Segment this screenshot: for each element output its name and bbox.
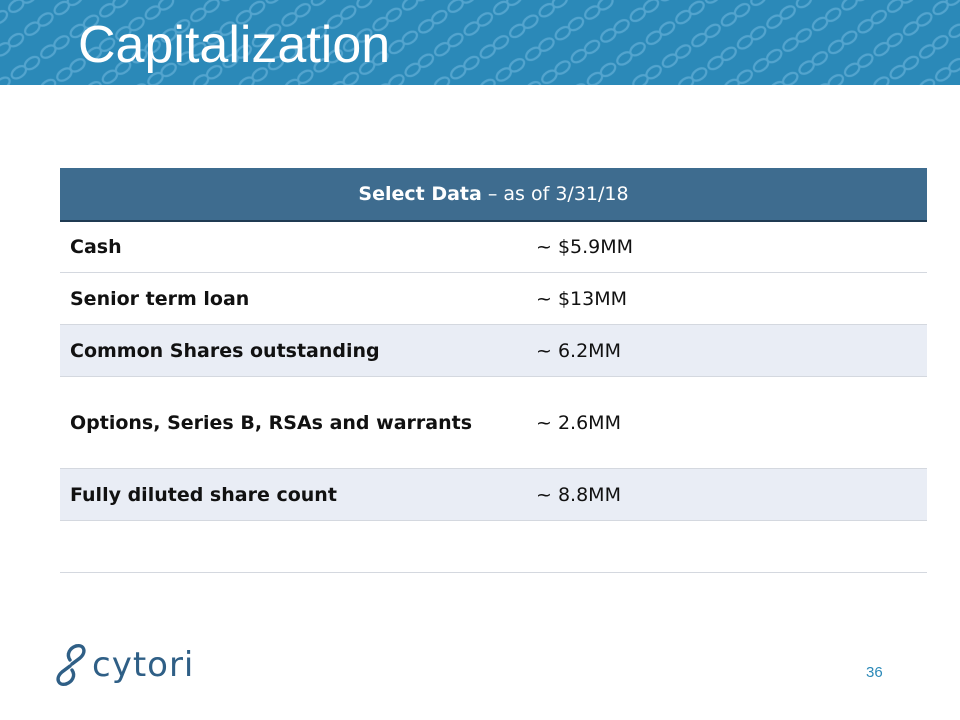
cytori-logo: cytori bbox=[54, 642, 194, 688]
row-label: Cash bbox=[70, 236, 122, 258]
table-header-date: – as of 3/31/18 bbox=[481, 183, 629, 205]
slide-title: Capitalization bbox=[78, 16, 391, 74]
capitalization-table: Select Data – as of 3/31/18 Cash ~ $5.9M… bbox=[60, 168, 927, 573]
title-banner: Capitalization bbox=[0, 0, 960, 85]
row-label: Fully diluted share count bbox=[70, 483, 337, 506]
row-value: ~ 6.2MM bbox=[536, 339, 621, 362]
row-label: Senior term loan bbox=[70, 287, 250, 310]
table-row: Options, Series B, RSAs and warrants ~ 2… bbox=[60, 377, 927, 469]
row-value: ~ 8.8MM bbox=[536, 483, 621, 506]
table-row: Common Shares outstanding ~ 6.2MM bbox=[60, 325, 927, 377]
table-row: Fully diluted share count ~ 8.8MM bbox=[60, 469, 927, 521]
table-row-empty bbox=[60, 521, 927, 573]
logo-text: cytori bbox=[92, 645, 195, 685]
banner-pattern bbox=[0, 0, 960, 85]
row-label: Common Shares outstanding bbox=[70, 339, 380, 362]
table-row: Cash ~ $5.9MM bbox=[60, 222, 927, 273]
table-row: Senior term loan ~ $13MM bbox=[60, 273, 927, 325]
table-header: Select Data – as of 3/31/18 bbox=[60, 168, 927, 222]
row-label: Options, Series B, RSAs and warrants bbox=[70, 411, 473, 434]
row-value: ~ 2.6MM bbox=[536, 411, 621, 434]
table-header-bold: Select Data bbox=[358, 183, 482, 205]
row-value: ~ $5.9MM bbox=[536, 236, 634, 258]
row-value: ~ $13MM bbox=[536, 287, 628, 310]
page-number: 36 bbox=[866, 664, 883, 681]
chain-link-icon bbox=[56, 644, 86, 686]
